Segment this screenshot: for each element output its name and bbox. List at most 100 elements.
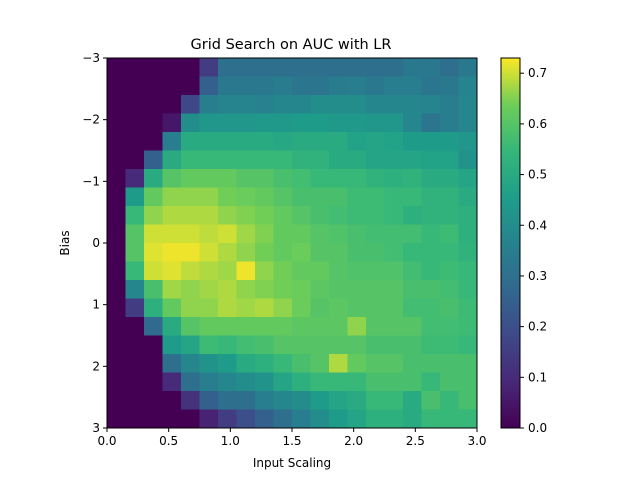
heatmap-cell [292, 132, 311, 151]
heatmap-cell [366, 150, 385, 170]
heatmap-cell [125, 58, 145, 77]
heatmap-cell [255, 391, 274, 410]
heatmap-cell [421, 317, 441, 336]
heatmap-cell [144, 298, 163, 318]
heatmap-cell [347, 76, 367, 96]
heatmap-cell [199, 372, 219, 392]
heatmap-cell [218, 132, 237, 151]
heatmap-cell [218, 261, 237, 281]
heatmap-cell [162, 335, 182, 355]
heatmap-cell [440, 409, 459, 429]
heatmap-cell [125, 206, 145, 225]
heatmap-cell [366, 76, 385, 96]
heatmap-cell [440, 206, 459, 225]
heatmap-cell [366, 335, 385, 355]
heatmap-cell [458, 206, 478, 225]
heatmap-cell [125, 335, 145, 355]
heatmap-cell [310, 298, 330, 318]
heatmap-cell [273, 58, 293, 77]
heatmap-cell [107, 335, 126, 355]
heatmap-cell [366, 132, 385, 151]
heatmap-cell [292, 335, 311, 355]
heatmap-cell [236, 243, 256, 262]
heatmap-cell [366, 224, 385, 244]
heatmap-cell [347, 280, 367, 299]
heatmap-cell [255, 372, 274, 392]
heatmap-cell [181, 391, 200, 410]
colorbar-tick-label: 0.7 [528, 66, 547, 80]
heatmap-cell [421, 113, 441, 133]
heatmap-cell [384, 261, 404, 281]
heatmap-cell [440, 224, 459, 244]
heatmap-cell [458, 261, 478, 281]
heatmap-cell [347, 372, 367, 392]
heatmap-cell [347, 187, 367, 207]
heatmap-cell [236, 224, 256, 244]
heatmap-cell [181, 169, 200, 188]
heatmap-cell [125, 150, 145, 170]
heatmap-cell [384, 335, 404, 355]
heatmap-cell [107, 354, 126, 373]
heatmap-cell [292, 58, 311, 77]
heatmap-cell [366, 243, 385, 262]
heatmap-cell [107, 391, 126, 410]
colorbar-tick-label: 0.2 [528, 320, 547, 334]
heatmap-cell [329, 206, 348, 225]
heatmap-cell [181, 187, 200, 207]
heatmap-cell [421, 372, 441, 392]
heatmap-cell [236, 132, 256, 151]
heatmap-cell [366, 169, 385, 188]
heatmap-cell [292, 280, 311, 299]
colorbar-tick-label: 0.1 [528, 370, 547, 384]
heatmap-cell [347, 335, 367, 355]
heatmap-cell [347, 169, 367, 188]
heatmap-cell [236, 409, 256, 429]
heatmap-cell [125, 354, 145, 373]
heatmap-cell [255, 113, 274, 133]
heatmap-cell [347, 261, 367, 281]
heatmap-cell [273, 335, 293, 355]
heatmap-cell [107, 224, 126, 244]
heatmap-cell [199, 354, 219, 373]
x-axis-label: Input Scaling [253, 456, 331, 470]
heatmap-cell [236, 150, 256, 170]
heatmap-cell [181, 354, 200, 373]
heatmap-cell [162, 132, 182, 151]
heatmap-cell [421, 95, 441, 114]
heatmap-cell [255, 280, 274, 299]
heatmap-cell [329, 391, 348, 410]
heatmap-cell [107, 132, 126, 151]
heatmap-cell [144, 391, 163, 410]
heatmap-cell [162, 169, 182, 188]
heatmap-cell [218, 150, 237, 170]
heatmap-cell [384, 95, 404, 114]
heatmap-cell [384, 113, 404, 133]
heatmap-cell [403, 58, 422, 77]
heatmap-cell [255, 261, 274, 281]
heatmap-cell [218, 317, 237, 336]
heatmap-cell [458, 150, 478, 170]
heatmap-cell [347, 298, 367, 318]
heatmap-cell [329, 280, 348, 299]
heatmap-cell [421, 261, 441, 281]
heatmap-cell [440, 317, 459, 336]
heatmap-cell [310, 335, 330, 355]
heatmap-cell [273, 391, 293, 410]
heatmap-cell [162, 58, 182, 77]
heatmap-cell [366, 113, 385, 133]
heatmap-cell [218, 169, 237, 188]
heatmap-cell [273, 372, 293, 392]
heatmap-cell [384, 354, 404, 373]
heatmap-cell [255, 298, 274, 318]
heatmap-cell [273, 206, 293, 225]
heatmap-cell [162, 261, 182, 281]
heatmap-cell [440, 280, 459, 299]
heatmap-cell [125, 372, 145, 392]
heatmap-cell [236, 206, 256, 225]
y-tick-label: −2 [82, 113, 100, 127]
heatmap-cell [236, 187, 256, 207]
y-tick-label: −1 [82, 174, 100, 188]
heatmap-cell [199, 95, 219, 114]
heatmap-cell [440, 354, 459, 373]
heatmap-cell [236, 169, 256, 188]
